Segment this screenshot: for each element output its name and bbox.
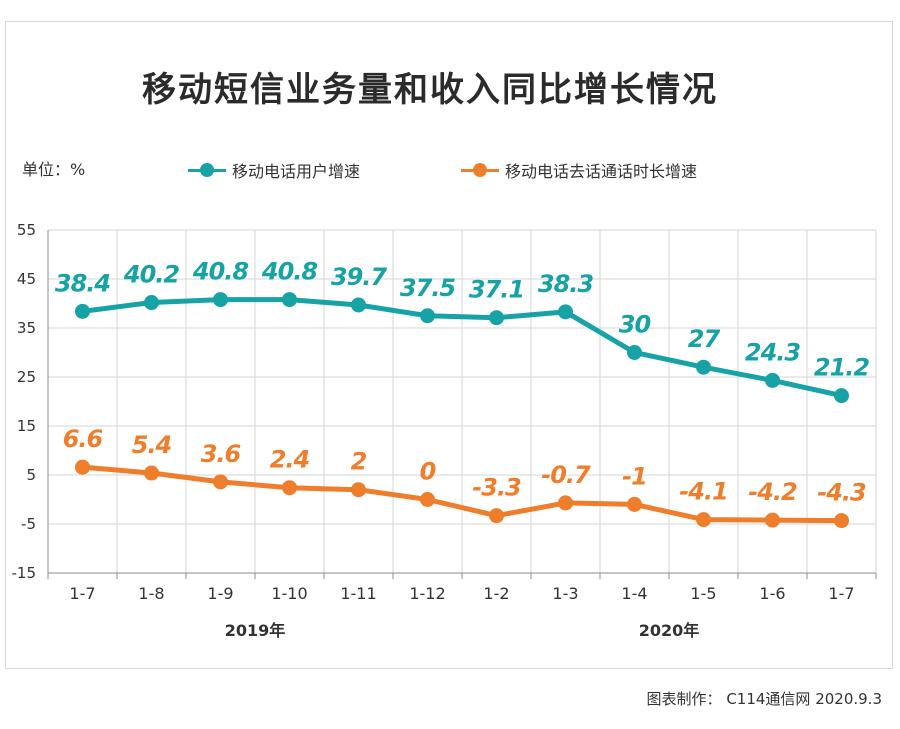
data-label: 40.2 <box>123 261 180 289</box>
x-tick-label: 1-3 <box>552 584 578 603</box>
data-point <box>765 372 780 388</box>
x-tick-label: 1-10 <box>271 584 307 603</box>
legend-dot <box>473 163 487 177</box>
data-point <box>282 292 297 308</box>
data-point <box>765 512 780 528</box>
legend-item-subscriber-growth: 移动电话用户增速 <box>188 158 360 182</box>
x-tick-label: 1-5 <box>690 584 716 603</box>
data-point <box>558 304 573 320</box>
data-label: -3.3 <box>472 474 521 502</box>
x-tick-label: 1-6 <box>759 584 785 603</box>
data-point <box>696 512 711 528</box>
data-point <box>558 495 573 511</box>
data-point <box>696 359 711 375</box>
unit-label: 单位：% <box>22 160 86 179</box>
chart-title: 移动短信业务量和收入同比增长情况 <box>142 70 718 110</box>
series-line-1 <box>80 297 844 399</box>
data-label: 37.5 <box>400 274 456 302</box>
y-tick-label: -15 <box>12 564 37 582</box>
year-label: 2019年 <box>225 621 286 640</box>
data-label: 3.6 <box>201 440 241 468</box>
data-label: -4.3 <box>817 479 866 507</box>
chart-credit: 图表制作： C114通信网 2020.9.3 <box>646 690 882 708</box>
data-label: 37.1 <box>469 276 524 304</box>
y-tick-label: 25 <box>17 368 36 386</box>
y-tick-label: 55 <box>17 221 36 239</box>
y-tick-label: 45 <box>17 270 36 288</box>
data-label: 30 <box>619 311 651 339</box>
y-tick-label: -5 <box>21 515 36 533</box>
data-label: 40.8 <box>192 258 249 286</box>
data-point <box>75 459 90 475</box>
data-label: 27 <box>688 325 721 353</box>
data-label: -0.7 <box>541 461 591 489</box>
data-label: -1 <box>622 462 647 490</box>
data-label: 5.4 <box>132 431 172 459</box>
data-point <box>75 303 90 319</box>
data-point <box>420 492 435 507</box>
data-point <box>627 496 642 512</box>
data-label: 40.8 <box>261 258 318 286</box>
legend-item-call-duration-growth: 移动电话去话通话时长增速 <box>461 158 697 182</box>
legend-label: 移动电话用户增速 <box>232 162 361 181</box>
x-tick-label: 1-4 <box>621 584 647 603</box>
year-label: 2020年 <box>639 621 700 640</box>
x-tick-label: 1-7 <box>69 584 95 603</box>
data-label: 39.7 <box>331 263 388 291</box>
legend-swatch-orange <box>461 163 499 177</box>
data-point <box>144 295 159 311</box>
x-tick-label: 1-7 <box>828 584 854 603</box>
data-point <box>834 513 849 529</box>
x-tick-label: 1-8 <box>138 584 164 603</box>
chart-frame <box>5 21 893 669</box>
data-point <box>144 465 159 481</box>
data-point <box>213 474 228 490</box>
x-tick-label: 1-2 <box>483 584 509 603</box>
data-point <box>282 480 297 496</box>
y-tick-label: 35 <box>17 319 36 337</box>
data-label: 2 <box>351 448 367 476</box>
data-point <box>627 345 642 360</box>
x-tick-label: 1-12 <box>409 584 445 603</box>
data-point <box>489 508 504 524</box>
data-point <box>834 388 849 404</box>
data-label: 38.4 <box>55 269 111 297</box>
data-label: 2.4 <box>270 446 310 474</box>
data-label: 0 <box>420 458 436 486</box>
legend-label: 移动电话去话通话时长增速 <box>505 162 698 181</box>
data-label: -4.1 <box>679 478 727 506</box>
x-tick-label: 1-9 <box>207 584 233 603</box>
data-point <box>351 482 366 498</box>
data-point <box>351 297 366 313</box>
data-point <box>489 310 504 326</box>
data-label: 6.6 <box>63 425 103 453</box>
data-label: -4.2 <box>748 478 797 506</box>
y-tick-label: 15 <box>17 417 36 435</box>
series-line-2 <box>80 464 844 524</box>
data-label: 24.3 <box>745 338 801 366</box>
data-label: 38.3 <box>538 270 594 298</box>
data-label: 21.2 <box>814 354 870 382</box>
x-tick-label: 1-11 <box>340 584 376 603</box>
y-tick-label: 5 <box>26 466 36 484</box>
data-point <box>213 292 228 308</box>
data-point <box>420 308 435 324</box>
legend-dot <box>200 163 214 177</box>
legend-swatch-teal <box>188 163 226 177</box>
